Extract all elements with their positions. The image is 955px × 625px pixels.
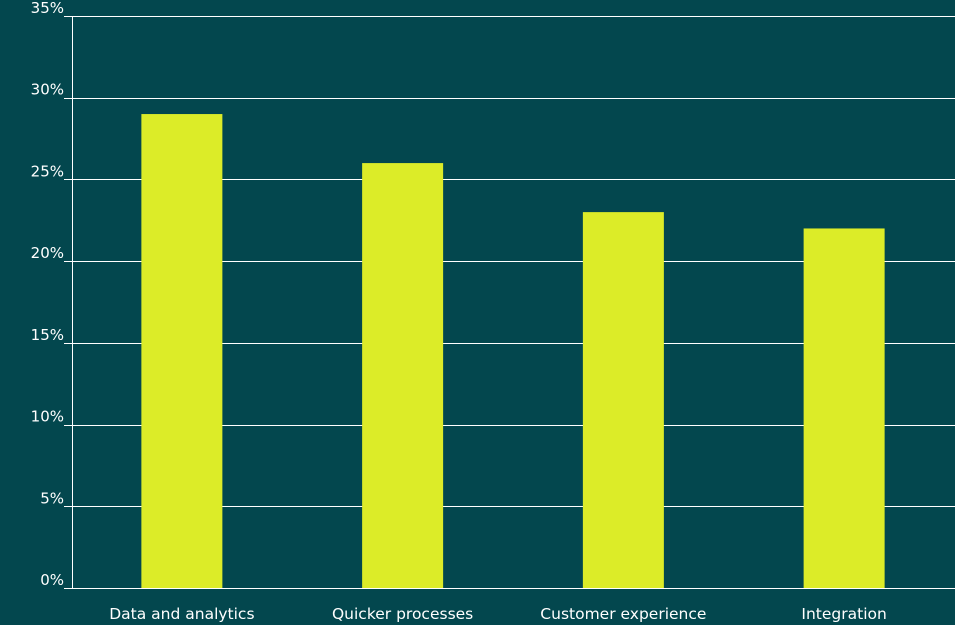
x-category-label: Quicker processes (332, 605, 473, 623)
x-category-label: Data and analytics (109, 605, 254, 623)
x-category-label: Customer experience (540, 605, 706, 623)
bar-2 (582, 212, 664, 588)
x-category-label: Integration (801, 605, 886, 623)
y-tick-label: 20% (31, 244, 64, 262)
y-tick-label: 35% (31, 0, 64, 17)
y-tick-label: 0% (40, 571, 64, 589)
bar-1 (362, 163, 444, 589)
y-tick-label: 10% (31, 408, 64, 426)
bars (141, 114, 885, 589)
y-tick-label: 15% (31, 326, 64, 344)
y-tick-label: 5% (40, 489, 64, 507)
x-axis-category-labels: Data and analytics Quicker processes Custo… (109, 605, 887, 623)
y-tick-label: 25% (31, 162, 64, 180)
y-axis-tick-labels: 0% 5% 10% 15% 20% 25% 30% 35% (31, 0, 64, 589)
bar-3 (803, 228, 885, 588)
axes (64, 16, 955, 589)
bar-0 (141, 114, 223, 589)
y-tick-label: 30% (31, 81, 64, 99)
